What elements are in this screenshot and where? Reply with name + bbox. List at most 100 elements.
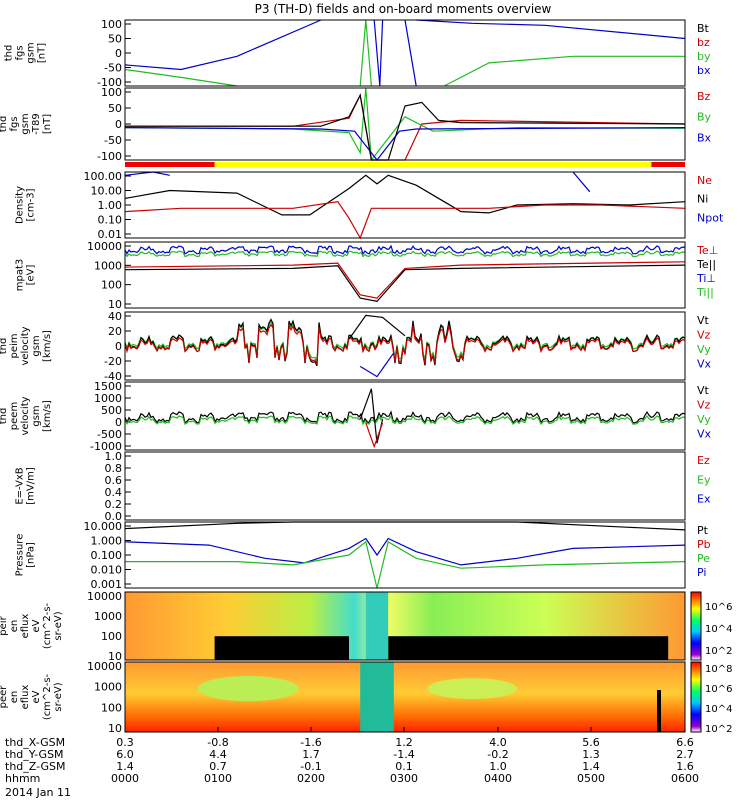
legend-entry: by xyxy=(697,50,711,63)
series-ne xyxy=(124,201,686,240)
series-vt xyxy=(348,314,406,340)
panel-frame xyxy=(124,521,686,589)
panel-efield: E=-VxB[mV/m] 1.00.80.60.40.20.0 Ez Ey Ex xyxy=(15,450,711,523)
series-by xyxy=(124,87,686,162)
series-pi xyxy=(124,537,686,566)
y-tick-label: 0.01 xyxy=(98,228,123,241)
mode-bar xyxy=(125,162,685,167)
panel-ylabel: thdpeirenefluxeV(cm^2-s-sr-eV) xyxy=(0,602,64,649)
x-axis-value: 0000 xyxy=(111,772,139,785)
y-tick-label: -20 xyxy=(104,355,122,368)
series-npot xyxy=(572,171,591,193)
x-axis-row-label: thd_Y-GSM xyxy=(5,748,64,761)
x-axis-row-label: thd_Z-GSM xyxy=(5,760,65,773)
y-tick-label: -500 xyxy=(97,428,122,441)
series-vt xyxy=(124,318,686,367)
y-tick-label: 0.10 xyxy=(98,214,123,227)
y-tick-label: 0.6 xyxy=(105,474,123,487)
y-tick-label: -50 xyxy=(104,62,122,75)
spectrogram-feature xyxy=(197,676,299,702)
y-tick-label: -1000 xyxy=(90,440,122,453)
colorbar-label: 10^4 xyxy=(705,624,732,635)
y-tick-label: 0.4 xyxy=(105,486,123,499)
legend-entry: Te|| xyxy=(696,258,716,271)
panel-peim-velocity: thdpeimvelocitygsm[km/s]40200-20-40VtVzV… xyxy=(0,310,712,383)
x-axis-value: 1.4 xyxy=(116,760,134,773)
x-axis-value: 0.1 xyxy=(395,760,413,773)
legend-entry: Te⊥ xyxy=(696,244,718,257)
legend-entry: Ey xyxy=(697,473,711,486)
panel-ylabel: thdpeemvelocitygsm[km/s] xyxy=(0,396,53,435)
series-by xyxy=(124,68,238,87)
series-vt xyxy=(124,410,686,425)
legend-entry: Bx xyxy=(697,131,712,144)
x-axis-value: -1.6 xyxy=(300,736,321,749)
panel-frame xyxy=(124,311,686,381)
y-tick-label: 10.000 xyxy=(84,520,123,533)
colorbar-label: 10^6 xyxy=(705,602,732,613)
x-axis-value: 0.7 xyxy=(209,760,227,773)
spectrogram-gap xyxy=(214,636,349,660)
panel-frame xyxy=(124,591,686,661)
legend-entry: Ne xyxy=(697,174,712,187)
y-tick-label: 100 xyxy=(101,701,122,714)
y-tick-label: 100 xyxy=(101,279,122,292)
y-tick-label: 0 xyxy=(115,47,122,60)
legend-entry: Ni xyxy=(697,193,708,206)
plot-title: P3 (TH-D) fields and on-board moments ov… xyxy=(255,2,552,16)
panel-frame xyxy=(124,661,686,733)
panel-ylabel: E=-VxB[mV/m] xyxy=(15,467,37,505)
y-tick-label: 0.010 xyxy=(91,564,123,577)
x-axis-value: -0.8 xyxy=(207,736,228,749)
panel-frame xyxy=(124,451,686,521)
legend-entry: Ti|| xyxy=(696,286,714,299)
series-tipar xyxy=(124,250,686,258)
panel-pressure: Pressure[nPa] 10.000 1.0000.100 0.0100.001 P… xyxy=(15,520,711,591)
x-axis-value: 6.6 xyxy=(676,736,694,749)
x-axis-labels: thd_X-GSM 0.3 -0.8 -1.6 1.2 4.0 5.6 6.6 thd_Y-GS… xyxy=(5,727,699,785)
x-axis-value: 1.3 xyxy=(582,748,600,761)
y-tick-label: 10000 xyxy=(87,660,122,673)
spectrogram-feature xyxy=(427,678,517,700)
x-axis-value: 4.4 xyxy=(209,748,227,761)
series-vx xyxy=(359,352,395,378)
series-teperp xyxy=(124,261,686,299)
y-tick-label: 100 xyxy=(101,86,122,99)
y-tick-label: 50 xyxy=(108,102,122,115)
colorbar-label: 10^6 xyxy=(705,684,732,695)
y-tick-label: 10 xyxy=(108,298,122,311)
spectrogram-gap xyxy=(388,636,669,660)
spectrogram-band xyxy=(365,592,389,660)
legend-entry: Vt xyxy=(697,314,710,327)
spectrogram-gap xyxy=(657,690,661,732)
legend-entry: bz xyxy=(697,36,710,49)
date-label: 2014 Jan 11 xyxy=(5,786,71,799)
legend-entry: Vx xyxy=(697,428,712,441)
y-tick-label: 0.100 xyxy=(91,549,123,562)
panel-peem-velocity: thdpeemvelocitygsm[km/s] 150010005000-500… xyxy=(0,380,712,453)
x-axis-value: -1.4 xyxy=(393,748,414,761)
colorbar xyxy=(690,591,702,661)
colorbar-label: 10^8 xyxy=(705,664,732,675)
series-vz xyxy=(124,323,686,366)
y-tick-label: 50 xyxy=(108,33,122,46)
x-axis-row-label: hhmm xyxy=(5,772,40,785)
y-tick-label: 20 xyxy=(108,325,122,338)
colorbar-label: 10^4 xyxy=(705,704,732,715)
x-axis-value: 0600 xyxy=(671,772,699,785)
y-tick-label: 0 xyxy=(115,118,122,131)
y-tick-label: 0.8 xyxy=(105,462,123,475)
legend-entry: Bz xyxy=(697,90,711,103)
panel-fgs-gsm-t89: thdfgsgsm-T89[nT] 100 50 0 -50 -100 Bz By Bx xyxy=(0,86,712,163)
y-tick-label: 10000 xyxy=(87,590,122,603)
panel-frame xyxy=(124,87,686,161)
series-tepar xyxy=(124,264,686,303)
series-pe xyxy=(125,540,686,589)
y-tick-label: 0 xyxy=(115,416,122,429)
y-tick-label: 10000 xyxy=(87,240,122,253)
legend-entry: By xyxy=(697,111,712,124)
colorbar-label: 10^2 xyxy=(705,646,732,657)
y-tick-label: -100 xyxy=(97,76,122,89)
